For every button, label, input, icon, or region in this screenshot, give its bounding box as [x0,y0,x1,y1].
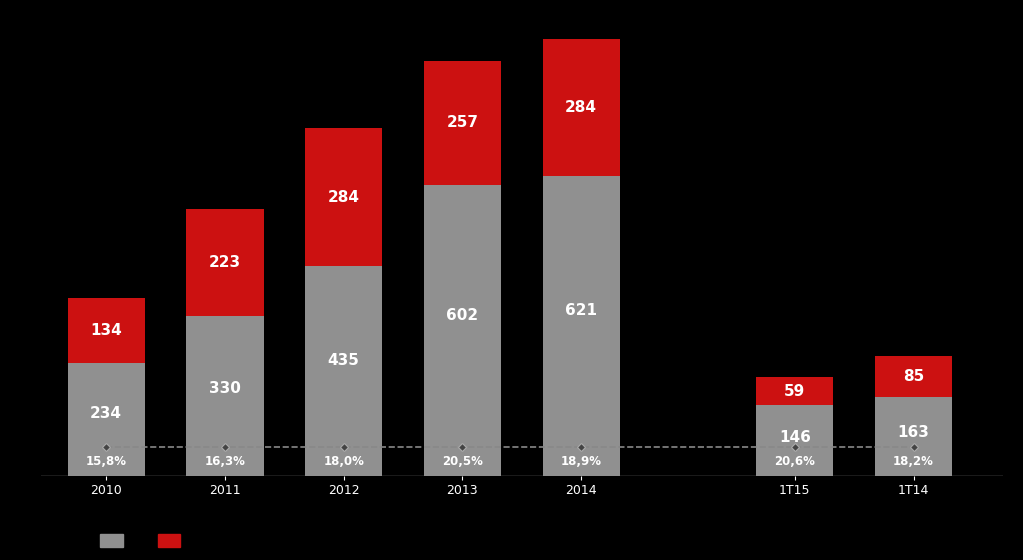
Bar [68,363,145,476]
Text: 18,0%: 18,0% [323,455,364,468]
Legend: , : , [95,529,195,552]
Bar [756,405,834,476]
Text: 18,9%: 18,9% [561,455,602,468]
Text: 435: 435 [327,353,360,368]
Text: 146: 146 [779,430,810,445]
Text: 223: 223 [209,255,241,270]
Text: 621: 621 [565,304,597,319]
Text: 85: 85 [903,369,924,384]
Bar [68,298,145,363]
Text: 330: 330 [209,381,240,396]
Text: 234: 234 [90,407,122,421]
Bar [542,39,620,176]
Bar [305,128,383,266]
Text: 284: 284 [327,190,360,204]
Text: 602: 602 [446,309,479,324]
Text: 257: 257 [446,115,479,130]
Text: 18,2%: 18,2% [893,455,934,468]
Text: 284: 284 [565,100,597,115]
Bar [424,61,501,185]
Text: 15,8%: 15,8% [86,455,127,468]
Text: 20,5%: 20,5% [442,455,483,468]
Bar [186,316,264,476]
Text: 59: 59 [785,384,805,399]
Text: 16,3%: 16,3% [205,455,246,468]
Bar [305,266,383,476]
Bar [424,185,501,476]
Text: 163: 163 [897,425,930,440]
Bar [756,377,834,405]
Bar [186,209,264,316]
Bar [542,176,620,476]
Bar [875,356,952,397]
Text: 20,6%: 20,6% [774,455,815,468]
Text: 134: 134 [90,323,122,338]
Bar [875,397,952,476]
